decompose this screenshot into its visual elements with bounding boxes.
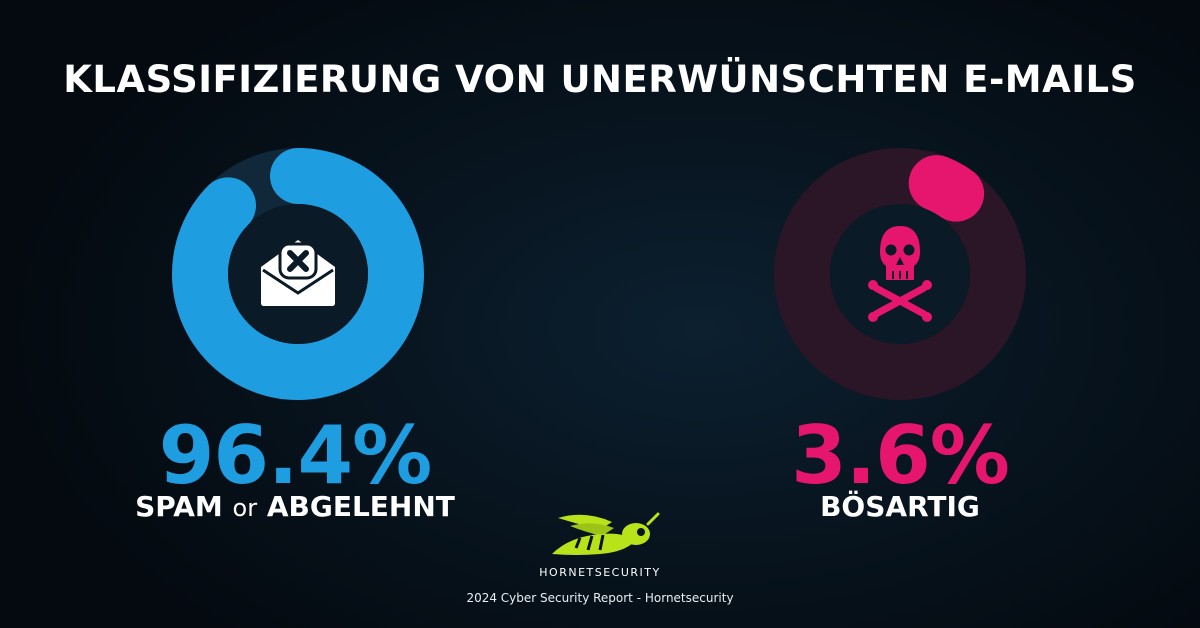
brand-name: HORNETSECURITY xyxy=(539,566,661,579)
donut-spam-arc xyxy=(172,148,424,400)
or-word: or xyxy=(232,494,258,522)
hornet-logo-icon xyxy=(552,512,660,555)
rejected-word: ABGELEHNT xyxy=(266,490,455,523)
malicious-label: BÖSARTIG xyxy=(820,490,980,523)
envelope-x-icon xyxy=(261,240,335,306)
spam-word: SPAM xyxy=(135,490,223,523)
spam-label: SPAM or ABGELEHNT xyxy=(45,490,545,523)
donut-malicious xyxy=(774,148,1026,400)
malicious-percentage: 3.6% xyxy=(791,409,1010,502)
donut-malicious-track xyxy=(774,148,1026,400)
footer-source: 2024 Cyber Security Report - Hornetsecur… xyxy=(466,591,734,605)
spam-percentage: 96.4% xyxy=(158,409,433,502)
donut-malicious-arc xyxy=(774,148,1026,400)
page-title: KLASSIFIZIERUNG VON UNERWÜNSCHTEN E-MAIL… xyxy=(63,58,1137,101)
skull-crossbones-icon xyxy=(868,226,932,322)
donut-spam xyxy=(172,148,424,400)
